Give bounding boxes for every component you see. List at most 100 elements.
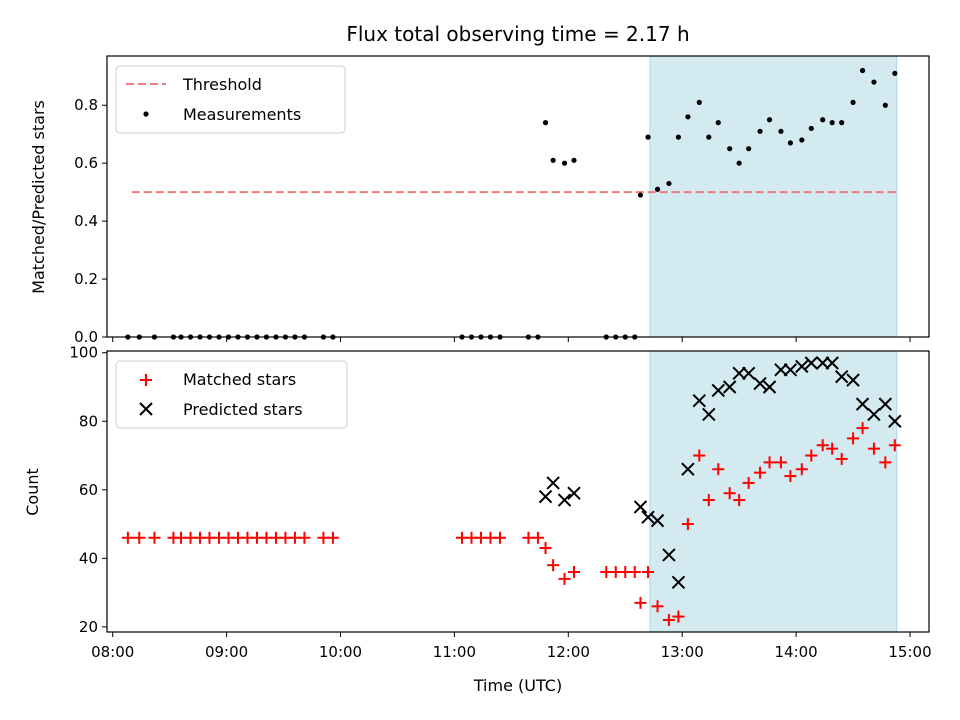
measurement-point xyxy=(645,134,651,140)
bottom-legend-box xyxy=(115,360,348,429)
matched-star-marker xyxy=(888,439,901,452)
measurement-point xyxy=(666,180,672,187)
predicted-star-marker xyxy=(867,407,881,422)
top-highlight-span xyxy=(649,55,898,338)
x-tick-label: 09:00 xyxy=(205,643,248,661)
measurement-point xyxy=(808,125,814,132)
matched-star-marker xyxy=(539,542,552,555)
predicted-star-marker xyxy=(702,407,716,422)
matched-star-marker xyxy=(702,494,715,507)
measurement-point xyxy=(542,120,549,126)
legend-measurement-swatch xyxy=(143,111,149,117)
predicted-star-marker xyxy=(650,513,665,528)
matched-star-marker xyxy=(628,566,641,579)
x-tick-label: 15:00 xyxy=(888,643,931,661)
matched-star-marker xyxy=(816,439,829,452)
top-y-axis-label: Matched/Predicted stars xyxy=(29,100,48,294)
measurement-point xyxy=(829,120,835,126)
bottom-y-tick-label: 20 xyxy=(79,618,98,636)
legend-measurement-label: Measurements xyxy=(183,105,301,124)
measurement-point xyxy=(892,70,898,76)
matched-star-marker xyxy=(723,487,736,500)
predicted-star-marker xyxy=(681,462,695,476)
matched-star-marker xyxy=(642,566,655,579)
measurement-point xyxy=(715,120,721,126)
matched-star-marker xyxy=(805,449,818,462)
predicted-star-marker xyxy=(753,376,767,391)
matched-star-marker xyxy=(742,476,755,489)
matched-star-marker xyxy=(651,600,664,613)
predicted-star-marker xyxy=(557,493,572,507)
legend-matched-swatch xyxy=(140,374,152,386)
matched-star-marker xyxy=(121,531,134,544)
top-y-ticks: 0.0 0.2 0.4 0.6 0.8 xyxy=(74,96,107,346)
predicted-star-marker xyxy=(633,500,648,514)
x-tick-label: 14:00 xyxy=(774,643,817,661)
matched-star-points xyxy=(121,422,901,627)
measurement-point xyxy=(675,134,682,140)
matched-star-marker xyxy=(693,449,706,462)
measurement-point xyxy=(706,134,712,140)
predicted-star-marker xyxy=(855,397,870,411)
bottom-y-tick-label: 100 xyxy=(69,344,98,362)
bottom-y-axis-label: Count xyxy=(23,468,42,516)
predicted-star-marker xyxy=(711,383,725,398)
x-tick-label: 11:00 xyxy=(433,643,476,661)
top-plot-frame xyxy=(106,55,930,338)
measurement-point xyxy=(882,102,888,108)
predicted-star-points xyxy=(538,356,902,590)
measurement-point xyxy=(757,128,763,134)
matched-star-marker xyxy=(867,442,880,455)
x-tick-label: 10:00 xyxy=(319,643,362,661)
bottom-panel: 20 40 60 80 100 08:00 09:00 10:00 11:00 12:00 13:… xyxy=(23,344,932,695)
top-legend: Threshold Measurements xyxy=(115,65,346,134)
matched-star-marker xyxy=(148,531,161,544)
measurement-point xyxy=(766,117,773,123)
legend-predicted-label: Predicted stars xyxy=(183,400,303,419)
matched-star-marker xyxy=(847,432,860,445)
measurement-point xyxy=(561,160,568,166)
measurement-point xyxy=(799,137,805,143)
predicted-star-marker xyxy=(878,397,893,411)
matched-star-marker xyxy=(568,566,581,579)
predicted-star-marker xyxy=(815,356,830,370)
matched-star-marker xyxy=(795,463,808,476)
measurement-point xyxy=(637,192,644,198)
matched-star-marker xyxy=(733,494,746,507)
measurement-point xyxy=(839,120,845,126)
measurement-point xyxy=(727,146,733,152)
legend-matched-label: Matched stars xyxy=(183,370,296,389)
measurement-point xyxy=(778,128,784,134)
x-tick-label: 12:00 xyxy=(547,643,590,661)
measurement-point xyxy=(850,99,856,105)
matched-star-marker xyxy=(879,456,892,469)
matched-star-marker xyxy=(662,614,675,627)
predicted-star-marker xyxy=(834,369,849,384)
predicted-star-marker xyxy=(722,380,737,394)
matched-star-marker xyxy=(784,470,797,483)
measurement-point xyxy=(696,99,702,105)
bottom-y-ticks: 20 40 60 80 100 xyxy=(69,344,107,636)
matched-star-marker xyxy=(547,559,560,572)
matched-star-marker xyxy=(133,531,146,544)
matched-star-marker xyxy=(826,442,839,455)
bottom-y-tick-label: 60 xyxy=(79,481,98,499)
bottom-y-tick-label: 40 xyxy=(79,549,98,567)
top-y-tick-label: 0.8 xyxy=(74,96,98,114)
measurement-point xyxy=(654,186,661,192)
predicted-star-marker xyxy=(804,356,819,370)
matched-star-marker xyxy=(835,452,848,465)
chart-title: Flux total observing time = 2.17 h xyxy=(346,22,689,46)
predicted-star-marker xyxy=(795,359,809,374)
measurement-point xyxy=(820,117,826,123)
bottom-y-tick-label: 80 xyxy=(79,412,98,430)
predicted-star-marker xyxy=(783,363,798,377)
measurement-point xyxy=(571,157,577,163)
top-y-tick-label: 0.6 xyxy=(74,154,98,172)
matched-star-marker xyxy=(856,422,869,435)
predicted-star-marker xyxy=(546,476,560,490)
matched-star-marker xyxy=(672,610,685,623)
matched-star-marker xyxy=(298,531,311,544)
measurement-point xyxy=(787,140,794,146)
